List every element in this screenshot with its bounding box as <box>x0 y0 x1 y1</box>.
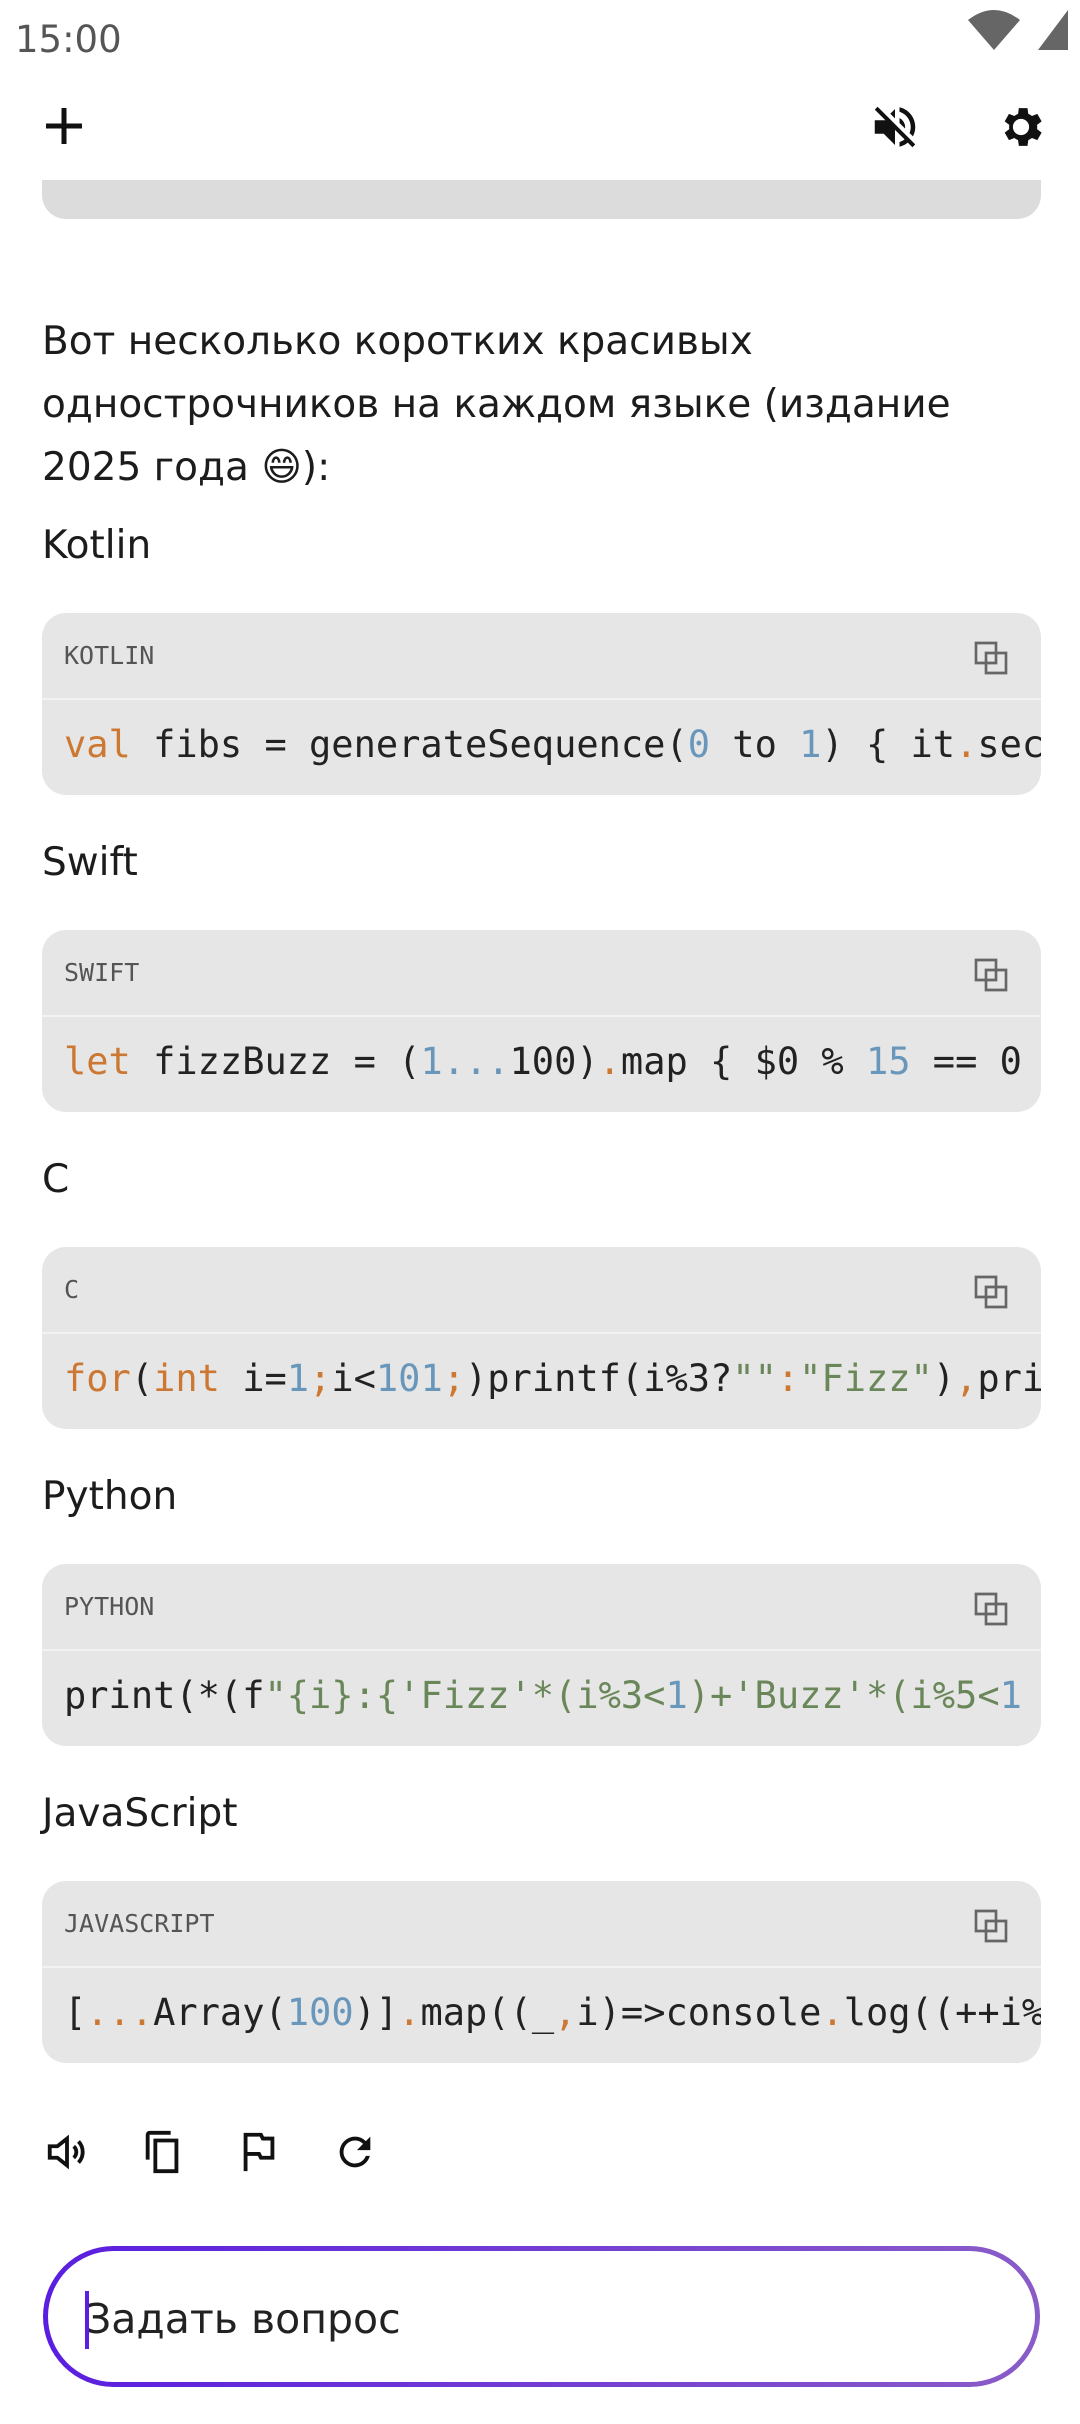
input-field: Задать вопрос <box>48 2251 1035 2382</box>
intro-line: однострочников на каждом языке (издание <box>42 382 951 427</box>
code-token: 1 <box>999 1674 1022 1717</box>
code-token: 100 <box>286 1991 354 2034</box>
code-block: KOTLIN val fibs = generateSequence(0 to 1… <box>42 613 1041 795</box>
code-token: . <box>398 1991 421 2034</box>
code-token: ; <box>442 1357 465 1400</box>
code-token: )] <box>353 1991 399 2034</box>
new-chat-button[interactable] <box>42 104 86 148</box>
regenerate-button[interactable] <box>332 2129 378 2175</box>
input-placeholder: Задать вопрос <box>85 2295 401 2343</box>
code-token: map((_ <box>420 1991 555 2034</box>
code-token: 1 <box>665 1674 688 1717</box>
code-token: . <box>821 1991 844 2034</box>
intro-line: 2025 года 😄): <box>42 445 331 490</box>
code-language: KOTLIN <box>64 641 155 670</box>
code-token: "{i}:{'Fizz'*(i%3< <box>264 1674 666 1717</box>
mute-button[interactable] <box>868 100 922 154</box>
code-block: JAVASCRIPT [...Array(100)].map((_,i)=>con… <box>42 1881 1041 2063</box>
section-title: Kotlin <box>42 523 152 568</box>
code-token: map { $0 % <box>620 1040 866 1083</box>
code-line: val fibs = generateSequence(0 to 1) { it… <box>64 723 1041 766</box>
code-line: for(int i=1;i<101;)printf(i%3?"":"Fizz")… <box>64 1357 1041 1400</box>
code-token: ... <box>86 1991 154 2034</box>
code-token: sec <box>977 723 1041 766</box>
code-token: i= <box>219 1357 287 1400</box>
code-token: == 0 <box>910 1040 1022 1083</box>
copy-code-button[interactable] <box>971 955 1011 995</box>
section-title: JavaScript <box>42 1791 238 1836</box>
code-header: JAVASCRIPT <box>42 1881 1041 1968</box>
section-title: Python <box>42 1474 178 1519</box>
copy-code-button[interactable] <box>971 1272 1011 1312</box>
code-token: i)=>console <box>576 1991 822 2034</box>
code-token: ; <box>309 1357 332 1400</box>
code-language: PYTHON <box>64 1592 155 1621</box>
report-button[interactable] <box>236 2129 282 2175</box>
code-token: fibs = generateSequence( <box>130 723 688 766</box>
code-header: KOTLIN <box>42 613 1041 700</box>
code-language: SWIFT <box>64 958 140 987</box>
code-token: log((++i% <box>843 1991 1041 2034</box>
code-token: . <box>598 1040 621 1083</box>
code-token: pri <box>977 1357 1041 1400</box>
speak-button[interactable] <box>44 2129 90 2175</box>
code-token: Array( <box>153 1991 287 2034</box>
code-line: print(*(f"{i}:{'Fizz'*(i%3<1)+'Buzz'*(i%… <box>64 1674 1022 1717</box>
code-token: int <box>153 1357 220 1400</box>
wifi-icon <box>968 10 1020 50</box>
code-block: SWIFT let fizzBuzz = (1...100).map { $0 %… <box>42 930 1041 1112</box>
code-token: , <box>554 1991 577 2034</box>
code-language: C <box>64 1275 80 1304</box>
code-line: let fizzBuzz = (1...100).map { $0 % 15 =… <box>64 1040 1022 1083</box>
code-token: 1 <box>286 1357 310 1400</box>
code-header: C <box>42 1247 1041 1334</box>
code-token: . <box>955 723 978 766</box>
section-title: C <box>42 1157 70 1202</box>
code-header: SWIFT <box>42 930 1041 1017</box>
code-token: 1... <box>420 1040 510 1083</box>
code-line: [...Array(100)].map((_,i)=>console.log((… <box>64 1991 1041 2034</box>
code-token: fizzBuzz = ( <box>130 1040 421 1083</box>
text-caret <box>85 2291 89 2349</box>
section-title: Swift <box>42 840 138 885</box>
copy-code-button[interactable] <box>971 638 1011 678</box>
copy-button[interactable] <box>140 2129 186 2175</box>
code-token: ) { it <box>821 723 956 766</box>
battery-icon <box>1038 10 1068 50</box>
code-language: JAVASCRIPT <box>64 1909 215 1938</box>
code-token: i< <box>331 1357 376 1400</box>
question-input[interactable]: Задать вопрос <box>43 2246 1040 2387</box>
settings-button[interactable] <box>994 100 1048 154</box>
code-token: for <box>64 1357 131 1400</box>
code-token: [ <box>64 1991 87 2034</box>
code-token: val <box>64 723 131 766</box>
code-token: let <box>64 1040 131 1083</box>
code-block: PYTHON print(*(f"{i}:{'Fizz'*(i%3<1)+'Buz… <box>42 1564 1041 1746</box>
code-header: PYTHON <box>42 1564 1041 1651</box>
code-token: )+'Buzz'*(i%5< <box>687 1674 1000 1717</box>
copy-code-button[interactable] <box>971 1589 1011 1629</box>
code-token: : <box>776 1357 800 1400</box>
code-token: ) <box>932 1357 956 1400</box>
code-token: 15 <box>865 1040 911 1083</box>
status-time: 15:00 <box>15 18 122 61</box>
code-token: print(*(f <box>64 1674 265 1717</box>
previous-message <box>42 180 1041 219</box>
code-token: "" <box>732 1357 777 1400</box>
code-token: 100) <box>509 1040 599 1083</box>
code-token: to <box>710 723 800 766</box>
code-token: ( <box>130 1357 154 1400</box>
copy-code-button[interactable] <box>971 1906 1011 1946</box>
code-token: 0 <box>687 723 711 766</box>
code-token: )printf(i%3? <box>465 1357 733 1400</box>
code-token: , <box>955 1357 978 1400</box>
code-token: 101 <box>375 1357 443 1400</box>
code-token: 1 <box>799 723 822 766</box>
code-token: "Fizz" <box>799 1357 933 1400</box>
intro-line: Вот несколько коротких красивых <box>42 319 753 364</box>
